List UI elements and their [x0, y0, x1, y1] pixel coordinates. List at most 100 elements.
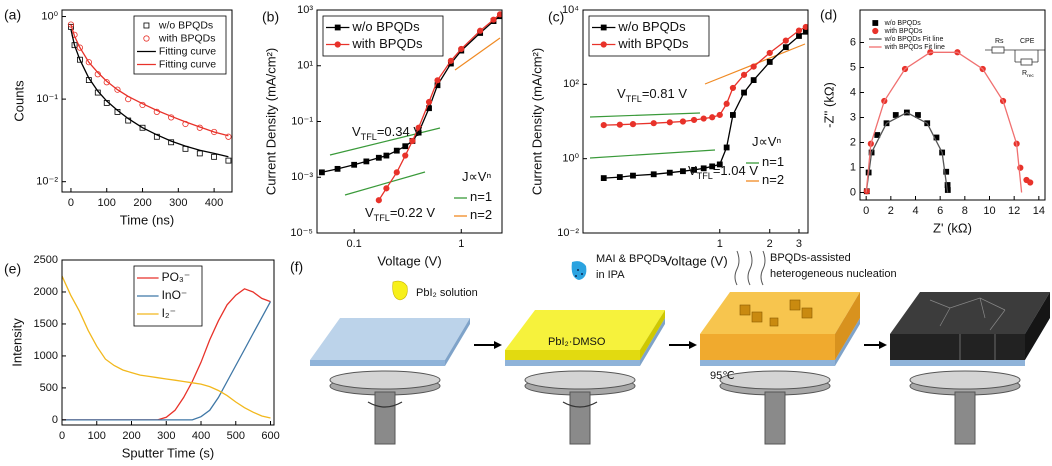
marker: [477, 27, 484, 34]
substrate: [835, 318, 860, 366]
x-tick-label: 600: [261, 430, 279, 442]
plot-area: [600, 23, 808, 182]
y-tick-label: 10⁴: [562, 4, 579, 16]
film-label: PbI₂·DMSO: [548, 336, 606, 348]
arrow-head: [879, 341, 887, 349]
legend-label: with BPQDs Fit line: [884, 44, 945, 51]
annotation-part: TFL: [361, 132, 377, 142]
annotation: VTFL=1.04 V: [688, 163, 758, 181]
nucleus: [801, 307, 813, 319]
arrow-head: [494, 341, 502, 349]
precursor-film: [640, 310, 665, 360]
marker: [196, 150, 203, 157]
y-tick-label: 10⁻⁵: [290, 227, 313, 239]
marker: [402, 143, 409, 150]
legend-marker: [600, 24, 607, 31]
x-tick-label: 3: [796, 238, 802, 250]
x-tick-label: 2: [888, 205, 894, 217]
marker: [782, 44, 789, 51]
y-tick-label: 5: [850, 61, 856, 73]
drop-label: MAI & BPQDs: [596, 253, 666, 265]
marker: [383, 152, 390, 159]
marker: [690, 116, 698, 124]
axes-frame: [61, 9, 233, 193]
perovskite-film: [1025, 292, 1050, 360]
y-tick-label: 10⁻²: [557, 227, 579, 239]
marker: [600, 122, 607, 129]
annotation-part: n=2: [762, 172, 784, 187]
marker: [139, 124, 146, 131]
circuit-label-part: Rs: [995, 38, 1004, 45]
marker: [802, 23, 808, 31]
spin-post: [374, 391, 396, 445]
x-tick-label: 200: [133, 197, 151, 209]
marker: [629, 121, 637, 128]
x-tick-label: 300: [157, 430, 175, 442]
y-tick-label: 10⁻²: [36, 176, 58, 188]
film: [700, 292, 860, 334]
nucleus: [739, 304, 751, 316]
marker: [225, 157, 232, 164]
marker: [766, 49, 773, 57]
annotation: J∝Vⁿ: [752, 134, 781, 149]
y-tick-label: 10⁰: [41, 10, 58, 22]
y-axis-label: -Z'' (kΩ): [821, 82, 836, 128]
x-tick-label: 1: [458, 238, 464, 250]
y-tick-label: 10²: [563, 78, 579, 90]
fit-guide: [454, 37, 501, 71]
x-tick-label: 0: [863, 205, 869, 217]
legend-label: with BPQDs: [884, 28, 923, 35]
annotation-part: n=1: [470, 189, 492, 204]
circuit-label: Rrec: [1022, 70, 1034, 79]
annotation: VTFL=0.34 V: [352, 124, 422, 142]
y-tick-label: 0: [52, 414, 58, 426]
series-line: [865, 111, 949, 193]
substrate: [640, 318, 665, 366]
annotation: J∝Vⁿ: [462, 169, 491, 184]
x-tick-label: 10: [983, 205, 995, 217]
marker: [496, 11, 502, 18]
x-tick-label: 400: [205, 197, 223, 209]
x-axis-label: Voltage (V): [663, 253, 727, 268]
series-line: [865, 51, 1023, 193]
legend-marker: [600, 41, 607, 48]
resistor: [991, 46, 1005, 54]
axes-frame: [859, 9, 1046, 201]
perovskite-film: [890, 334, 1025, 360]
y-tick-label: 4: [850, 86, 856, 98]
y-tick-label: 2500: [34, 254, 58, 266]
x-tick-label: 400: [192, 430, 210, 442]
marker: [76, 56, 83, 63]
y-tick-label: 1500: [34, 318, 58, 330]
annotation-part: n=2: [470, 207, 492, 222]
panel-label: (a): [4, 7, 21, 23]
marker: [795, 27, 803, 34]
marker: [700, 165, 707, 172]
substrate: [505, 360, 640, 366]
dot: [577, 269, 579, 271]
marker: [892, 112, 899, 118]
annotation-part: TFL: [697, 171, 713, 181]
circuit-label-part: CPE: [1020, 38, 1035, 45]
spin-disk: [524, 370, 636, 390]
circuit-label: Rs: [995, 38, 1004, 45]
marker: [782, 37, 789, 44]
marker: [723, 100, 730, 107]
legend-label: w/o BPQDs: [617, 19, 686, 34]
x-tick-label: 14: [1033, 205, 1045, 217]
x-tick-label: 100: [98, 197, 116, 209]
y-tick-label: 1000: [34, 350, 58, 362]
marker: [943, 168, 950, 175]
film: [835, 292, 860, 360]
marker: [225, 133, 232, 140]
arrow-head: [689, 341, 697, 349]
marker: [600, 175, 607, 182]
x-tick-label: 4: [912, 205, 918, 217]
marker: [375, 154, 382, 161]
substrate: [310, 360, 445, 366]
y-tick-label: 10¹: [297, 60, 313, 72]
legend-marker: [143, 22, 150, 29]
series-line: [70, 29, 229, 158]
marker: [375, 197, 382, 204]
plot-area: [319, 11, 502, 204]
